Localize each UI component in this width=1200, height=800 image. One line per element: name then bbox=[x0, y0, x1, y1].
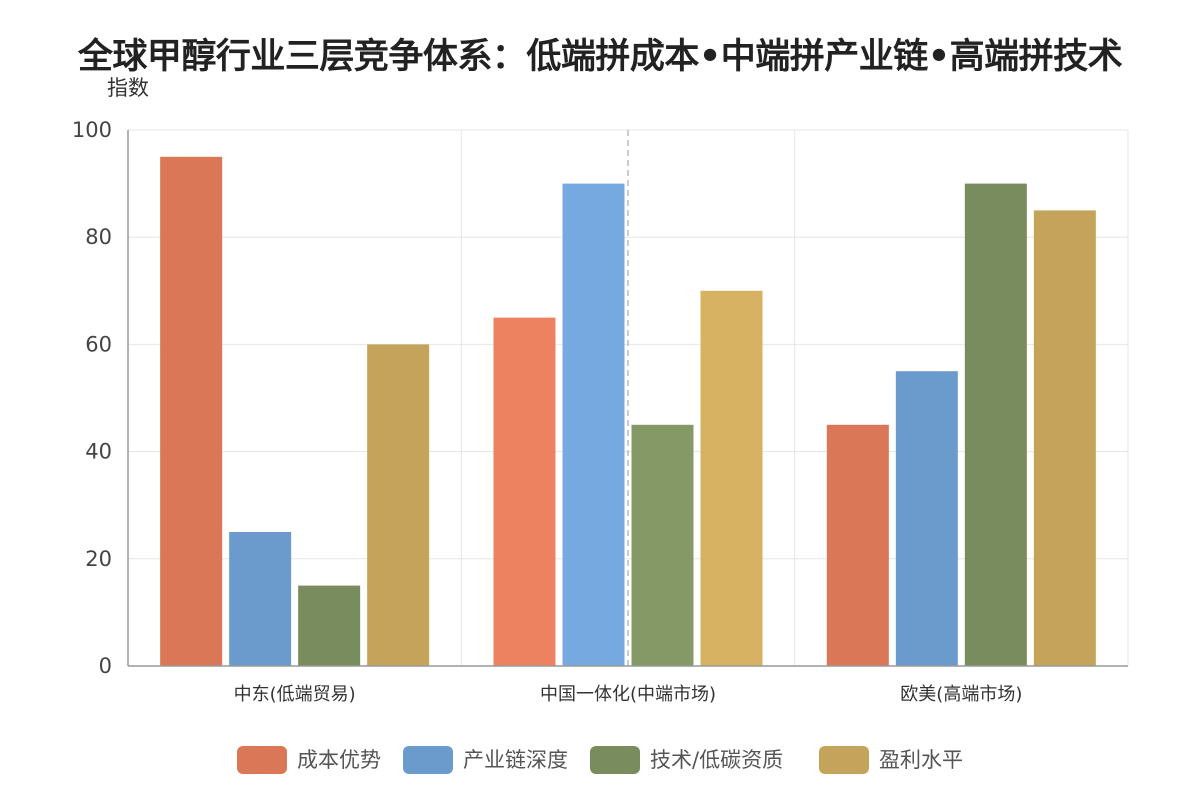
x-tick-label: 中国一体化(中端市场) bbox=[540, 684, 716, 705]
y-tick-label: 100 bbox=[72, 118, 112, 142]
legend-swatch bbox=[403, 746, 453, 774]
legend-swatch bbox=[819, 746, 869, 774]
y-tick-label: 40 bbox=[85, 440, 112, 464]
bar bbox=[160, 156, 223, 667]
bar bbox=[700, 290, 763, 666]
bar bbox=[964, 183, 1027, 666]
x-tick-label: 欧美(高端市场) bbox=[900, 684, 1022, 705]
legend: 成本优势 产业链深度 技术/低碳资质 盈利水平 bbox=[237, 746, 963, 774]
bar bbox=[631, 424, 694, 666]
x-tick-label: 中东(低端贸易) bbox=[234, 684, 356, 705]
bar bbox=[1033, 210, 1096, 666]
bar bbox=[367, 344, 430, 666]
bar bbox=[298, 585, 361, 666]
legend-label: 盈利水平 bbox=[879, 748, 963, 772]
bar bbox=[229, 532, 292, 666]
bar bbox=[562, 183, 625, 666]
y-tick-label: 60 bbox=[85, 332, 112, 356]
legend-swatch bbox=[237, 746, 287, 774]
grid-lines bbox=[128, 129, 1129, 666]
legend-label: 技术/低碳资质 bbox=[650, 748, 783, 772]
y-tick-label: 0 bbox=[99, 654, 112, 678]
legend-label: 成本优势 bbox=[297, 748, 381, 772]
legend-label: 产业链深度 bbox=[463, 748, 568, 772]
bar bbox=[895, 371, 958, 666]
bars bbox=[160, 156, 1096, 667]
axes: 0 20 40 60 80 100 中东(低端贸易) 中国一体化(中端市场) 欧美(高端市场) 指… bbox=[72, 76, 1128, 705]
y-axis-label: 指数 bbox=[107, 76, 149, 100]
chart-title: 全球甲醇行业三层竞争体系：低端拼成本•中端拼产业链•高端拼技术 bbox=[77, 37, 1123, 77]
y-tick-label: 20 bbox=[85, 547, 112, 571]
bar bbox=[493, 317, 556, 666]
bar bbox=[826, 424, 889, 666]
y-tick-label: 80 bbox=[85, 225, 112, 249]
legend-swatch bbox=[590, 746, 640, 774]
